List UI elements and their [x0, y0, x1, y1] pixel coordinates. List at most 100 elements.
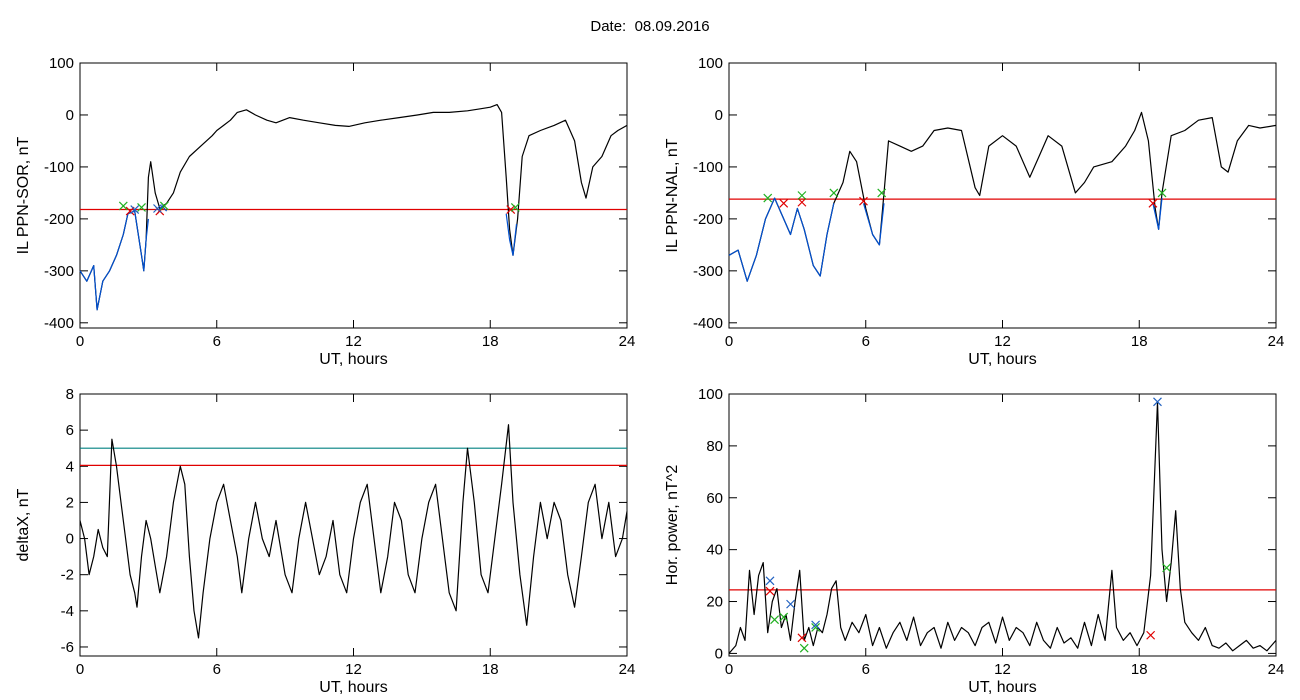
data-marker	[799, 643, 809, 653]
y-tick-label: -400	[693, 315, 723, 332]
y-axis-label: IL PPN-SOR, nT	[15, 136, 32, 254]
x-tick-label: 0	[76, 661, 84, 678]
data-marker	[763, 193, 773, 203]
data-marker	[130, 205, 140, 214]
data-marker	[797, 197, 807, 207]
data-marker	[137, 203, 146, 212]
data-marker	[859, 196, 868, 206]
y-tick-label: -200	[693, 211, 723, 228]
y-tick-label: 80	[706, 438, 723, 455]
y-tick-label: 4	[66, 458, 74, 475]
data-marker	[797, 633, 807, 643]
data-marker	[811, 620, 821, 630]
y-tick-label: 100	[698, 386, 723, 403]
data-marker	[159, 201, 169, 211]
y-tick-label: 0	[715, 645, 723, 662]
y-tick-label: 40	[706, 542, 723, 559]
date-label: Date:	[590, 18, 627, 35]
x-tick-label: 24	[1268, 333, 1285, 350]
page-title: Date: 08.09.2016	[0, 18, 1300, 35]
series-line	[862, 203, 885, 246]
y-tick-label: -6	[61, 639, 74, 656]
series-line	[1152, 198, 1163, 230]
data-marker	[770, 615, 780, 625]
x-tick-label: 0	[76, 333, 84, 350]
x-tick-label: 18	[482, 333, 499, 350]
data-marker	[1148, 198, 1158, 208]
y-axis-label: Hor. power, nT^2	[664, 465, 681, 586]
data-marker	[118, 201, 128, 211]
data-marker	[1162, 563, 1172, 573]
y-axis-label: deltaX, nT	[15, 488, 32, 561]
data-marker	[779, 198, 789, 208]
plot-frame	[728, 62, 1277, 329]
series-line	[79, 104, 628, 311]
x-axis-label: UT, hours	[319, 351, 387, 368]
data-marker	[797, 191, 807, 200]
y-tick-label: 8	[66, 386, 74, 403]
series-line	[728, 401, 1277, 654]
y-tick-label: -200	[44, 211, 74, 228]
y-tick-label: 100	[698, 55, 723, 72]
x-tick-label: 0	[725, 661, 733, 678]
x-axis-label: UT, hours	[968, 679, 1036, 696]
data-marker	[765, 576, 775, 586]
data-marker	[1157, 188, 1167, 198]
x-tick-label: 12	[345, 661, 362, 678]
x-tick-label: 12	[345, 333, 362, 350]
y-tick-label: 6	[66, 422, 74, 439]
x-tick-label: 24	[1268, 661, 1285, 678]
series-line	[79, 210, 149, 311]
y-tick-label: -300	[44, 263, 74, 280]
y-tick-label: -4	[61, 603, 74, 620]
y-tick-label: -400	[44, 315, 74, 332]
data-marker	[829, 188, 839, 198]
data-marker	[506, 205, 516, 214]
y-axis-label: IL PPN-NAL, nT	[664, 138, 681, 252]
x-tick-label: 12	[994, 333, 1011, 350]
y-tick-label: 20	[706, 594, 723, 611]
x-tick-label: 0	[725, 333, 733, 350]
x-tick-label: 6	[213, 333, 221, 350]
series-line	[728, 197, 835, 282]
y-tick-label: 2	[66, 494, 74, 511]
y-tick-label: 100	[49, 55, 74, 72]
x-axis-label: UT, hours	[319, 679, 387, 696]
series-line	[505, 213, 518, 256]
data-marker	[153, 204, 162, 213]
y-tick-label: -300	[693, 263, 723, 280]
chart-panel-1: 0 6 12 18 24 -400 -300 -200 -100 0 100 UT, hours IL …	[15, 55, 635, 368]
x-tick-label: 18	[1131, 661, 1148, 678]
y-tick-label: 0	[715, 107, 723, 124]
y-tick-label: 0	[66, 531, 74, 548]
chart-panel-4: 0 6 12 18 24 0 20 40 60 80 100 UT, hours Hor. power,…	[664, 386, 1284, 696]
data-marker	[510, 203, 520, 212]
chart-panel-2: 0 6 12 18 24 -400 -300 -200 -100 0 100 UT, hours IL …	[664, 55, 1284, 368]
x-tick-label: 6	[862, 661, 870, 678]
series-line	[79, 424, 628, 639]
y-tick-label: -100	[44, 159, 74, 176]
x-tick-label: 6	[862, 333, 870, 350]
data-marker	[786, 599, 795, 609]
x-tick-label: 18	[1131, 333, 1148, 350]
y-tick-label: -100	[693, 159, 723, 176]
y-tick-label: -2	[61, 567, 74, 584]
data-marker	[877, 188, 887, 198]
data-marker	[779, 612, 789, 622]
data-marker	[811, 623, 821, 632]
x-tick-label: 18	[482, 661, 499, 678]
date-value: 08.09.2016	[634, 18, 710, 35]
x-tick-label: 6	[213, 661, 221, 678]
y-tick-label: 0	[66, 107, 74, 124]
x-tick-label: 24	[619, 333, 636, 350]
x-axis-label: UT, hours	[968, 351, 1036, 368]
data-marker	[1153, 397, 1162, 407]
y-tick-label: 60	[706, 490, 723, 507]
x-tick-label: 24	[619, 661, 636, 678]
plot-frame	[79, 62, 628, 329]
data-marker	[765, 586, 775, 596]
data-marker	[1146, 630, 1156, 640]
x-tick-label: 12	[994, 661, 1011, 678]
